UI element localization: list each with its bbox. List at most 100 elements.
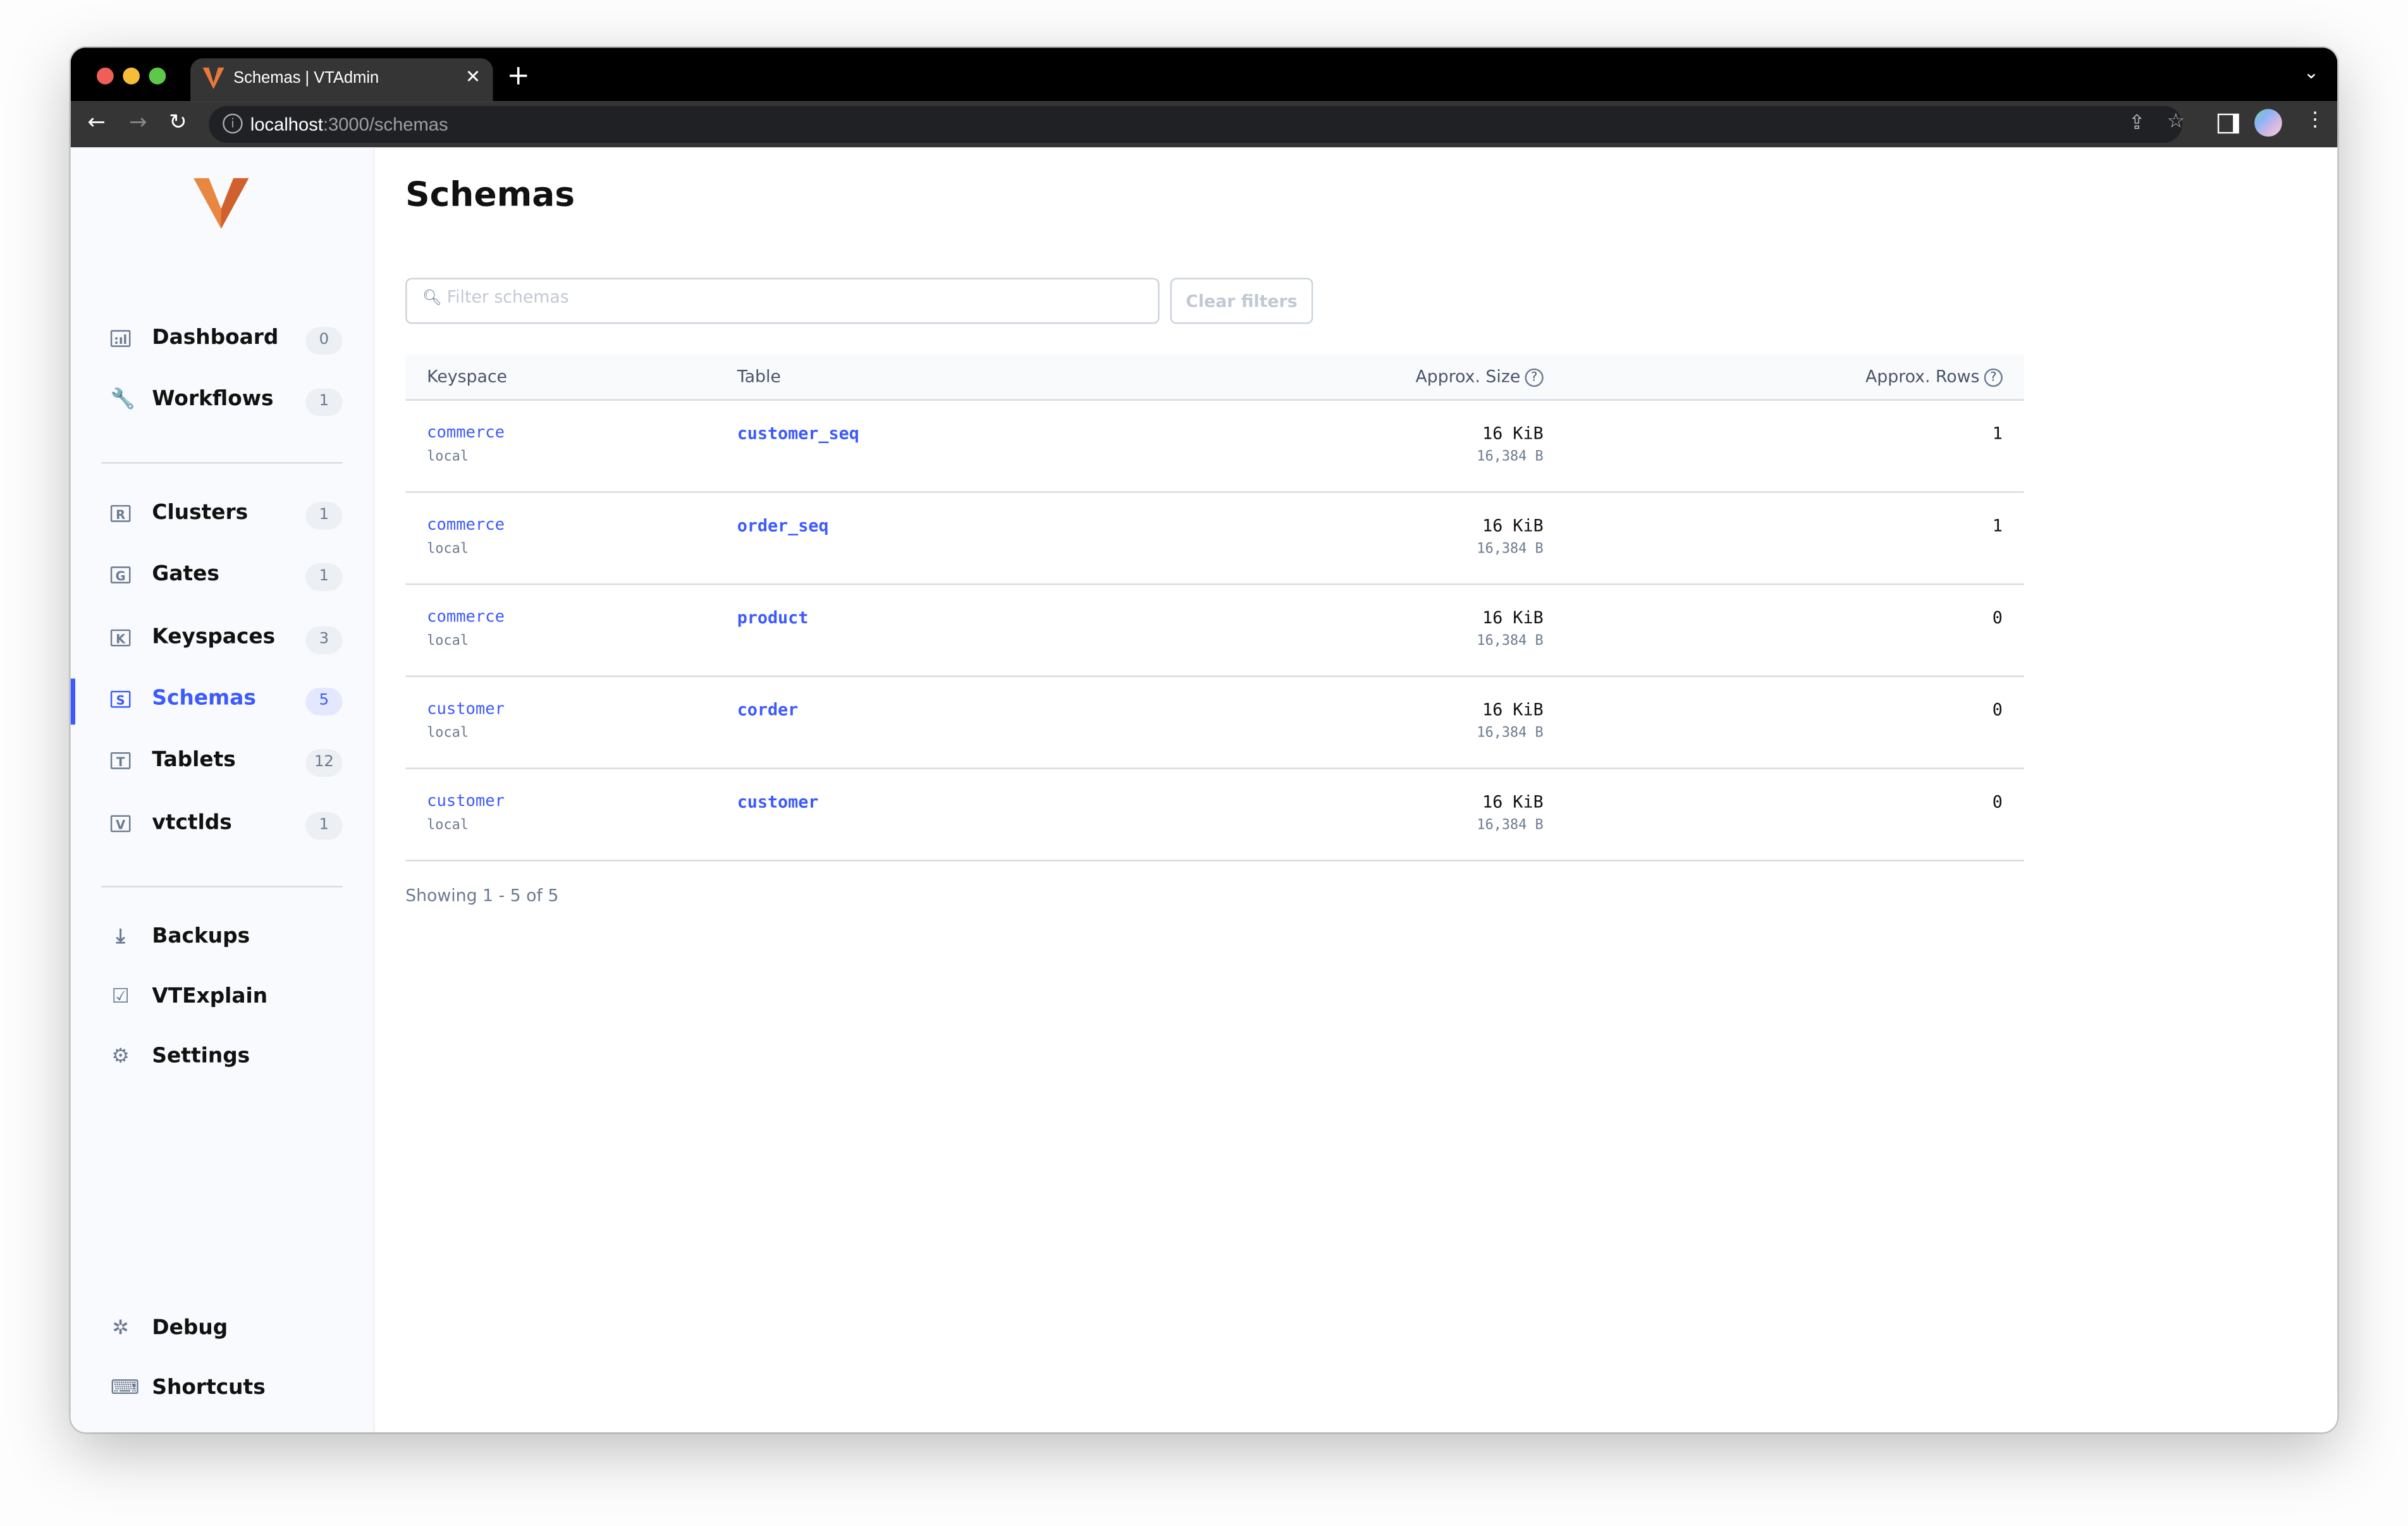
table-link[interactable]: corder [737,700,799,720]
approx-size: 16 KiB [1482,607,1544,628]
cluster-name: local [427,449,469,465]
sidebar-item-label: Debug [152,1315,228,1341]
sidebar-item-label: Shortcuts [152,1375,266,1400]
browser-menu-icon[interactable]: ⋮ [2305,109,2325,132]
keyspaces-icon: K [110,629,131,647]
sidebar-item-shortcuts[interactable]: ⌨ Shortcuts [71,1368,373,1414]
vtctlds-icon: V [110,815,131,833]
approx-size-bytes: 16,384 B [1477,726,1544,742]
page-title: Schemas [405,176,575,215]
filter-schemas-field[interactable]: 🔍︎ [405,278,1160,324]
sidebar-item-keyspaces[interactable]: K Keyspaces 3 [71,617,373,663]
vtexplain-icon: ☑ [111,986,130,1009]
table-row: commerce local customer_seq 16 KiB 16,384 B 1 [405,401,2024,493]
browser-tab[interactable]: Schemas | VTAdmin ✕ [190,58,493,102]
address-bar[interactable]: i localhost:3000/schemas ⇪ ☆ [209,106,2185,143]
bookmark-star-icon[interactable]: ☆ [2166,110,2185,134]
cluster-name: local [427,818,469,834]
tab-search-chevron-icon[interactable]: ⌄ [2303,61,2319,83]
keyspace-link[interactable]: commerce [427,607,505,626]
maximize-window-button[interactable] [149,67,166,85]
forward-icon[interactable]: → [128,110,147,135]
keyboard-icon: ⌨ [110,1377,140,1400]
sidebar-item-label: Workflows [152,386,274,412]
help-circle-icon[interactable]: ? [1525,368,1544,387]
sidebar-item-label: Tablets [152,747,236,772]
browser-window: Schemas | VTAdmin ✕ + ⌄ ← → ↻ i localhos… [70,47,2338,1432]
cluster-name: local [427,633,469,650]
clear-filters-button[interactable]: Clear filters [1170,278,1313,324]
sidebar-item-tablets[interactable]: T Tablets 12 [71,740,373,786]
minimize-window-button[interactable] [123,67,140,85]
approx-rows: 0 [1992,607,2003,628]
site-info-icon[interactable]: i [223,113,243,134]
sidebar-item-settings[interactable]: ⚙ Settings [71,1036,373,1082]
sidebar-item-clusters[interactable]: R Clusters 1 [71,493,373,539]
table-link[interactable]: customer_seq [737,424,859,444]
sidebar-item-dashboard[interactable]: :ıl Dashboard 0 [71,318,373,364]
approx-size-bytes: 16,384 B [1477,818,1544,834]
sidebar-item-schemas[interactable]: S Schemas 5 [70,678,373,725]
new-tab-icon[interactable]: + [507,59,531,92]
approx-size: 16 KiB [1482,424,1544,444]
side-panel-icon[interactable] [2217,113,2239,134]
search-icon: 🔍︎ [422,290,442,307]
sidebar-item-workflows[interactable]: 🔧 Workflows 1 [71,379,373,425]
bug-icon: ✲ [112,1317,129,1341]
url-host: localhost [250,113,323,135]
reload-icon[interactable]: ↻ [169,110,187,135]
close-tab-icon[interactable]: ✕ [465,66,481,88]
table-body: commerce local customer_seq 16 KiB 16,384 B 1… [405,401,2024,862]
count-badge: 1 [305,502,343,530]
sidebar-item-label: Clusters [152,500,249,525]
sidebar-item-debug[interactable]: ✲ Debug [71,1308,373,1354]
count-badge: 0 [305,327,343,355]
tab-title: Schemas | VTAdmin [233,69,379,88]
profile-avatar[interactable] [2254,109,2282,137]
keyspace-link[interactable]: customer [427,700,505,719]
keyspace-link[interactable]: commerce [427,424,505,443]
sidebar-item-label: Schemas [152,686,256,711]
filter-schemas-input[interactable] [446,287,1123,307]
close-window-button[interactable] [96,67,114,85]
tablets-icon: T [110,752,131,769]
approx-size-bytes: 16,384 B [1477,449,1544,465]
sidebar-item-label: Keyspaces [152,625,276,650]
sidebar-item-label: vtctlds [152,810,232,836]
main-content: Schemas 🔍︎ Clear filters Keyspace Table … [405,147,2337,1432]
table-link[interactable]: product [737,607,809,628]
count-badge: 12 [305,749,343,777]
table-link[interactable]: order_seq [737,515,829,536]
count-badge: 1 [305,812,343,840]
column-header-approx-size: Approx. Size? [1416,367,1544,387]
dashboard-icon: :ıl [110,330,131,347]
cluster-name: local [427,726,469,742]
approx-size-label: Approx. Size [1415,367,1521,387]
approx-size: 16 KiB [1482,700,1544,720]
sidebar-item-backups[interactable]: ⤓ Backups [71,917,373,963]
vitess-logo[interactable] [193,178,249,231]
back-icon[interactable]: ← [87,110,106,135]
schemas-table: Keyspace Table Approx. Size? Approx. Row… [405,354,2024,862]
approx-size-bytes: 16,384 B [1477,542,1544,558]
browser-toolbar: ← → ↻ i localhost:3000/schemas ⇪ ☆ ⋮ [70,101,2338,148]
table-row: customer local corder 16 KiB 16,384 B 0 [405,677,2024,769]
help-circle-icon[interactable]: ? [1984,368,2003,387]
keyspace-link[interactable]: customer [427,792,505,811]
count-badge: 5 [305,687,343,716]
sidebar-item-gates[interactable]: G Gates 1 [71,554,373,601]
pagination-summary: Showing 1 - 5 of 5 [405,886,559,906]
table-link[interactable]: customer [737,792,819,812]
table-row: commerce local product 16 KiB 16,384 B 0 [405,585,2024,677]
gates-icon: G [110,566,131,583]
keyspace-link[interactable]: commerce [427,515,505,535]
approx-rows: 0 [1992,700,2003,720]
share-icon[interactable]: ⇪ [2128,112,2146,135]
sidebar-item-vtexplain[interactable]: ☑ VTExplain [71,977,373,1023]
sidebar-item-label: VTExplain [152,984,268,1009]
gear-icon: ⚙ [111,1045,130,1069]
sidebar-divider [101,461,343,464]
tab-bar: Schemas | VTAdmin ✕ + ⌄ [70,47,2338,102]
approx-size: 16 KiB [1482,792,1544,812]
